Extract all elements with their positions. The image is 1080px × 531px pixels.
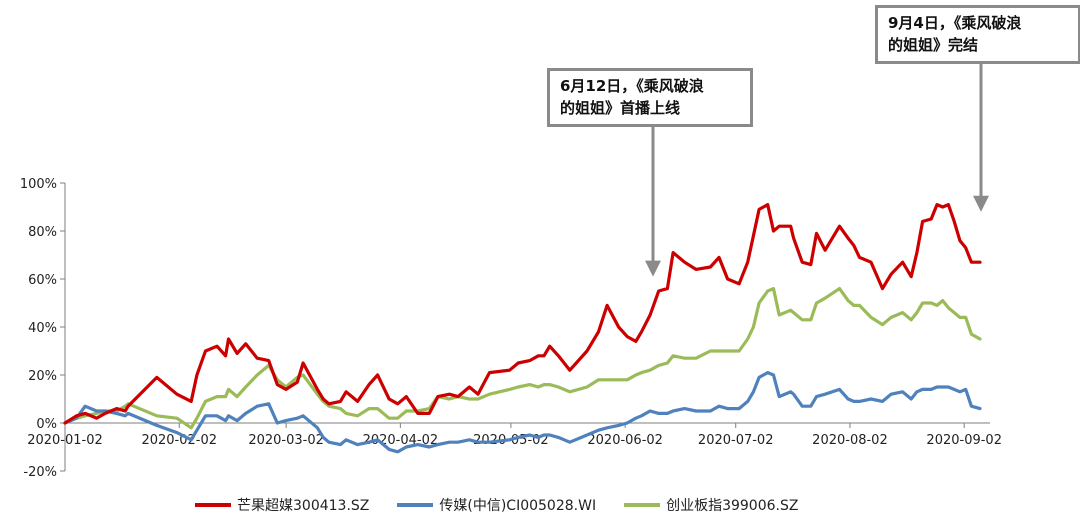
y-tick-label: -20% — [23, 465, 57, 480]
series-line-1 — [63, 371, 982, 454]
x-tick-label: 2020-02-02 — [141, 433, 217, 448]
x-tick-label: 2020-07-02 — [698, 433, 774, 448]
legend-swatch-mango — [195, 503, 231, 507]
annotation-premiere-line2: 的姐姐》首播上线 — [560, 99, 681, 117]
annotation-premiere-line1: 6月12日，《乘风破浪 — [560, 77, 704, 95]
y-tick-label: 0% — [36, 417, 57, 432]
annotation-arrow-head — [973, 195, 989, 212]
annotation-finale-line2: 的姐姐》完结 — [888, 36, 979, 54]
y-tick-label: 100% — [20, 177, 57, 192]
x-tick-label: 2020-06-02 — [587, 433, 663, 448]
legend-item-mango: 芒果超媒300413.SZ — [195, 495, 369, 515]
series-line-2 — [63, 287, 982, 430]
series-line-0 — [63, 203, 982, 425]
y-tick-label: 60% — [28, 273, 57, 288]
x-tick-label: 2020-09-02 — [926, 433, 1002, 448]
y-tick-label: 80% — [28, 225, 57, 240]
chart-legend: 芒果超媒300413.SZ 传媒(中信)CI005028.WI 创业板指3990… — [195, 490, 826, 520]
annotation-finale: 9月4日，《乘风破浪 的姐姐》完结 — [875, 5, 1080, 64]
legend-label-mango: 芒果超媒300413.SZ — [237, 498, 370, 514]
legend-label-media: 传媒(中信)CI005028.WI — [439, 498, 597, 514]
y-tick-label: 40% — [28, 321, 57, 336]
annotation-premiere: 6月12日，《乘风破浪 的姐姐》首播上线 — [547, 68, 753, 127]
x-tick-label: 2020-01-02 — [27, 433, 103, 448]
annotation-finale-line1: 9月4日，《乘风破浪 — [888, 14, 1022, 32]
legend-item-media: 传媒(中信)CI005028.WI — [397, 495, 596, 515]
legend-item-chinext: 创业板指399006.SZ — [624, 495, 798, 515]
x-tick-label: 2020-08-02 — [812, 433, 888, 448]
x-tick-label: 2020-03-02 — [248, 433, 324, 448]
legend-swatch-media — [397, 503, 434, 507]
legend-swatch-chinext — [624, 503, 661, 507]
legend-label-chinext: 创业板指399006.SZ — [666, 498, 799, 514]
annotation-arrow-head — [645, 260, 661, 277]
y-tick-label: 20% — [28, 369, 57, 384]
